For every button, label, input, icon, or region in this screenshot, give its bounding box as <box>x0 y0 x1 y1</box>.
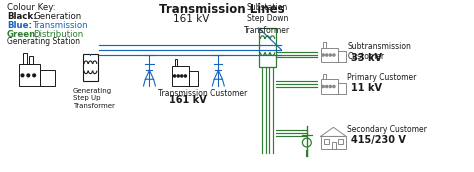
Text: 415/230 V: 415/230 V <box>351 135 406 145</box>
Bar <box>332 142 336 149</box>
Text: Distribution: Distribution <box>33 30 83 39</box>
Circle shape <box>326 54 328 56</box>
Text: 11 kV: 11 kV <box>351 83 382 93</box>
Bar <box>338 139 343 144</box>
Text: Blue:: Blue: <box>7 21 32 30</box>
Text: Black:: Black: <box>7 12 36 21</box>
Text: Primary Customer: Primary Customer <box>347 73 417 82</box>
Bar <box>40 70 55 86</box>
Text: Generating Station: Generating Station <box>7 37 80 46</box>
Bar <box>320 136 346 149</box>
Text: Substation
Step Down
Transformer: Substation Step Down Transformer <box>245 3 291 35</box>
Text: 33 kV: 33 kV <box>351 53 382 63</box>
Circle shape <box>329 85 331 88</box>
Text: Colour Key:: Colour Key: <box>7 3 55 12</box>
Text: 161 kV: 161 kV <box>169 95 207 105</box>
Text: Green:: Green: <box>7 30 39 39</box>
Bar <box>172 66 190 86</box>
Bar <box>29 56 33 64</box>
Text: Transmission Customer: Transmission Customer <box>158 89 247 98</box>
Bar <box>259 28 276 67</box>
Bar <box>323 42 326 48</box>
Bar <box>323 74 326 79</box>
Text: Transmission Lines: Transmission Lines <box>159 3 285 16</box>
Bar <box>174 58 177 66</box>
Bar <box>338 51 346 62</box>
Text: Transmission: Transmission <box>33 21 89 30</box>
Text: 161 kV: 161 kV <box>173 14 210 24</box>
Circle shape <box>326 85 328 88</box>
Circle shape <box>177 75 179 77</box>
Circle shape <box>184 75 186 77</box>
Circle shape <box>173 75 176 77</box>
Text: Generating
Step Up
Transformer: Generating Step Up Transformer <box>73 88 115 109</box>
Bar <box>338 83 346 94</box>
Bar <box>320 48 338 62</box>
Circle shape <box>21 74 24 77</box>
Circle shape <box>329 54 331 56</box>
Bar <box>320 79 338 94</box>
Bar <box>190 71 198 86</box>
Circle shape <box>333 54 335 56</box>
Text: Generation: Generation <box>33 12 82 21</box>
Bar <box>324 139 329 144</box>
Circle shape <box>322 85 324 88</box>
Bar <box>23 53 27 64</box>
Bar <box>18 64 40 86</box>
Circle shape <box>181 75 183 77</box>
Bar <box>82 53 98 81</box>
Text: Secondary Customer: Secondary Customer <box>347 125 427 134</box>
Circle shape <box>33 74 36 77</box>
Text: Subtransmission
Customer: Subtransmission Customer <box>347 42 411 61</box>
Circle shape <box>27 74 30 77</box>
Circle shape <box>322 54 324 56</box>
Circle shape <box>333 85 335 88</box>
